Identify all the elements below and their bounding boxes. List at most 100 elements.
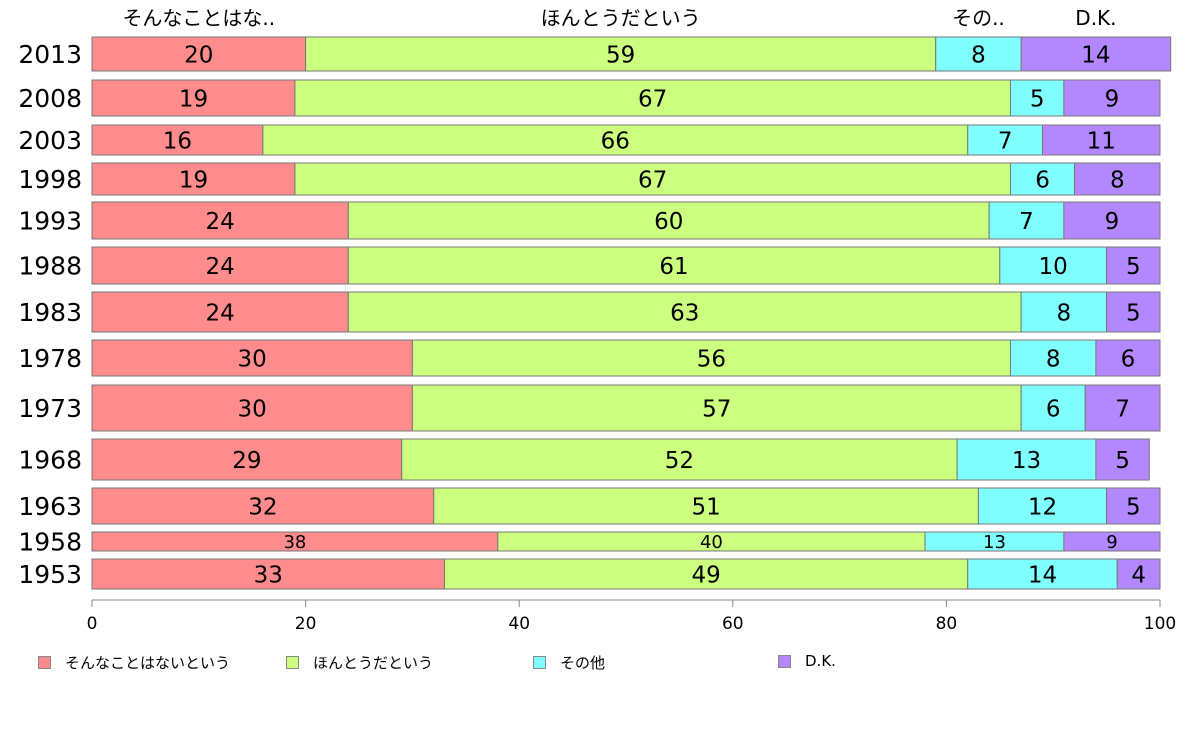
data-label: 19 — [179, 86, 208, 112]
bar-segment — [1084, 384, 1161, 432]
bar-segment — [262, 124, 969, 156]
legend-label-sonnakoto: そんなことはないという — [65, 654, 231, 672]
bar-segment — [956, 438, 1097, 481]
legend-swatch-sonota — [533, 656, 546, 669]
bar-segment — [411, 384, 1022, 432]
bar-segment — [1020, 36, 1172, 72]
data-label: 59 — [606, 42, 635, 68]
x-tick-label: 60 — [722, 614, 744, 634]
series-header-0: そんなことはな.. — [122, 6, 275, 30]
data-label: 32 — [248, 494, 277, 520]
data-label: 63 — [670, 300, 699, 326]
data-label: 5 — [1115, 448, 1130, 474]
data-label: 13 — [1012, 448, 1041, 474]
data-label: 6 — [1121, 346, 1136, 372]
category-label: 1963 — [18, 492, 82, 521]
data-label: 67 — [638, 167, 667, 193]
data-label: 7 — [1019, 209, 1034, 235]
data-label: 7 — [1115, 396, 1130, 422]
series-header-2: その.. — [952, 6, 1005, 30]
data-label: 30 — [238, 346, 267, 372]
bar-segment — [91, 558, 445, 590]
bar-segment — [1063, 531, 1161, 552]
legend-swatch-hontou — [286, 656, 299, 669]
data-label: 16 — [163, 128, 192, 154]
bar-segment — [91, 124, 264, 156]
data-label: 14 — [1028, 562, 1057, 588]
bar-segment — [443, 558, 969, 590]
data-label: 14 — [1081, 42, 1110, 68]
data-label: 5 — [1126, 254, 1141, 280]
data-label: 20 — [184, 42, 213, 68]
category-label: 1983 — [18, 298, 82, 327]
data-label: 24 — [206, 254, 235, 280]
data-label: 7 — [998, 128, 1013, 154]
legend-label-hontou: ほんとうだという — [313, 654, 434, 672]
data-label: 5 — [1126, 300, 1141, 326]
data-label: 66 — [601, 128, 630, 154]
bar-segment — [977, 487, 1108, 525]
bar-segment — [1095, 438, 1150, 481]
data-label: 38 — [283, 532, 306, 553]
bar-segment — [988, 201, 1065, 240]
data-label: 11 — [1087, 128, 1116, 154]
data-label: 13 — [983, 532, 1006, 553]
data-label: 67 — [638, 86, 667, 112]
bar-segment — [294, 162, 1011, 196]
data-label: 57 — [702, 396, 731, 422]
series-header-3: D.K. — [1075, 6, 1116, 30]
legend-item-sonota: その他 — [533, 652, 605, 673]
bar-segment — [1042, 124, 1161, 156]
bar-segment — [91, 339, 413, 377]
bar-segment — [1106, 291, 1161, 333]
category-label: 1988 — [18, 252, 82, 281]
legend-label-dk: D.K. — [805, 652, 836, 670]
data-label: 5 — [1030, 86, 1045, 112]
bar-segment — [1095, 339, 1161, 377]
data-label: 19 — [179, 167, 208, 193]
category-label: 2008 — [18, 84, 82, 113]
data-label: 9 — [1105, 86, 1120, 112]
legend-item-dk: D.K. — [778, 652, 836, 670]
data-label: 5 — [1126, 494, 1141, 520]
category-label: 1953 — [18, 560, 82, 589]
x-tick-label: 40 — [508, 614, 530, 634]
data-label: 24 — [206, 300, 235, 326]
data-label: 52 — [665, 448, 694, 474]
bar-segment — [433, 487, 979, 525]
data-label: 6 — [1035, 167, 1050, 193]
legend-label-sonota: その他 — [560, 654, 606, 672]
data-label: 9 — [1105, 209, 1120, 235]
bar-segment — [347, 246, 1001, 285]
bar-segment — [305, 36, 937, 72]
category-label: 1978 — [18, 344, 82, 373]
bar-segment — [935, 36, 1022, 72]
x-tick-label: 20 — [295, 614, 317, 634]
bar-segment — [1063, 201, 1161, 240]
category-label: 2003 — [18, 126, 82, 155]
category-label: 1998 — [18, 165, 82, 194]
data-label: 8 — [971, 42, 986, 68]
bar-segment — [1106, 246, 1161, 285]
data-label: 9 — [1106, 532, 1117, 553]
legend-swatch-dk — [778, 654, 791, 668]
data-label: 8 — [1046, 346, 1061, 372]
bar-segment — [91, 201, 349, 240]
data-label: 49 — [691, 562, 720, 588]
category-label: 1993 — [18, 207, 82, 236]
category-label: 1973 — [18, 394, 82, 423]
x-tick-label: 100 — [1144, 614, 1176, 634]
category-label: 2013 — [18, 40, 82, 69]
series-header-1: ほんとうだという — [541, 6, 701, 30]
bar-segment — [999, 246, 1108, 285]
x-tick-label: 80 — [936, 614, 958, 634]
bar-segment — [1063, 79, 1161, 117]
bar-segment — [91, 162, 296, 196]
bar-segment — [91, 487, 435, 525]
bar-segment — [1106, 487, 1161, 525]
bar-segment — [91, 246, 349, 285]
data-label: 24 — [206, 209, 235, 235]
legend: そんなことはないという ほんとうだという その他 D.K. — [38, 652, 1138, 676]
bar-segment — [91, 36, 307, 72]
